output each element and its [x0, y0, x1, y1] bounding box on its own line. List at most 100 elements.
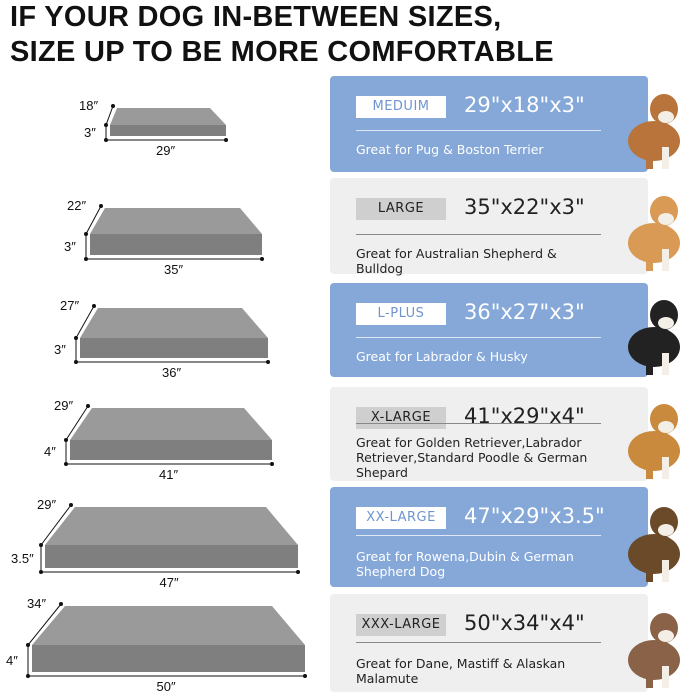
- size-panel-large: LARGE 35"x22"x3" Great for Australian Sh…: [330, 178, 648, 276]
- size-badge: LARGE: [356, 198, 446, 220]
- depth-label: 29″: [37, 497, 57, 512]
- size-description: Great for Pug & Boston Terrier: [356, 142, 544, 157]
- pit-bull-dog-image: [628, 613, 680, 688]
- depth-label: 22″: [67, 198, 87, 213]
- depth-label: 27″: [60, 298, 80, 313]
- size-dimensions: 50"x34"x4": [464, 611, 585, 635]
- dimension-dot: [224, 138, 228, 142]
- size-dimensions: 47"x29"x3.5": [464, 504, 605, 528]
- dimension-dot: [84, 232, 88, 236]
- dimension-dot: [26, 674, 30, 678]
- dimension-dot: [303, 674, 307, 678]
- size-badge: XXX-LARGE: [356, 614, 446, 636]
- size-panel-xx-large: XX-LARGE 47"x29"x3.5" Great for Rowena,D…: [330, 487, 648, 587]
- divider: [356, 234, 601, 235]
- dimension-dot: [64, 438, 68, 442]
- bed-side: [80, 338, 268, 358]
- height-label: 4″: [44, 444, 56, 459]
- size-description: Great for Labrador & Husky: [356, 349, 528, 364]
- width-label: 35″: [164, 262, 184, 277]
- depth-line: [65, 405, 89, 441]
- dimension-dot: [64, 462, 68, 466]
- bed-top: [80, 308, 268, 338]
- bed-illustrations: [26, 104, 307, 678]
- depth-label: 29″: [54, 398, 74, 413]
- bed-side: [32, 645, 305, 672]
- dimension-dot: [111, 104, 115, 108]
- headline-line-1: IF YOUR DOG IN-BETWEEN SIZES,: [10, 1, 502, 33]
- width-label: 50″: [156, 679, 176, 694]
- bed-top: [70, 408, 272, 440]
- dimension-dot: [104, 123, 108, 127]
- width-label: 41″: [159, 467, 179, 482]
- width-label: 36″: [162, 365, 182, 380]
- shiba-inu-dog-image: [628, 196, 680, 271]
- dimension-dot: [84, 257, 88, 261]
- size-description: Great for Australian Shepherd & Bulldog: [356, 246, 557, 276]
- size-dimensions: 41"x29"x4": [464, 404, 585, 428]
- bed-side: [70, 440, 272, 460]
- depth-line: [27, 603, 62, 646]
- bed-top: [90, 208, 262, 234]
- border-collie-dog-image: [628, 300, 680, 375]
- bed-side: [45, 545, 298, 568]
- dimension-dot: [260, 257, 264, 261]
- size-panel-x-large: X-LARGE 41"x29"x4" Great for Golden Retr…: [330, 387, 648, 481]
- divider: [356, 535, 601, 536]
- dimension-dot: [86, 404, 90, 408]
- size-description: Great for Rowena,Dubin & German Shepherd…: [356, 549, 574, 579]
- size-dimensions: 29"x18"x3": [464, 93, 585, 117]
- dimension-dot: [270, 462, 274, 466]
- depth-line: [85, 205, 102, 235]
- golden-retriever-dog-image: [628, 404, 680, 479]
- height-label: 3″: [54, 342, 66, 357]
- dimension-dot: [26, 643, 30, 647]
- bed-top: [110, 108, 226, 125]
- bed-top: [45, 507, 298, 545]
- dimension-dot: [104, 138, 108, 142]
- depth-label: 18″: [79, 98, 99, 113]
- headline-line-2: SIZE UP TO BE MORE COMFORTABLE: [10, 36, 554, 68]
- size-badge: X-LARGE: [356, 407, 446, 429]
- width-label: 47″: [159, 575, 179, 590]
- width-label: 29″: [156, 143, 176, 158]
- dimension-dot: [39, 543, 43, 547]
- size-panel-meduim: MEDUIM 29"x18"x3" Great for Pug & Boston…: [330, 76, 648, 172]
- size-description: Great for Dane, Mastiff & Alaskan Malamu…: [356, 656, 566, 686]
- size-badge: L-PLUS: [356, 303, 446, 325]
- height-label: 3″: [64, 238, 76, 254]
- depth-label: 34″: [27, 596, 47, 611]
- bed-top: [32, 606, 305, 645]
- bed-side: [90, 234, 262, 255]
- height-label: 3″: [84, 124, 96, 140]
- bed-side: [110, 125, 226, 136]
- size-panel-xxx-large: XXX-LARGE 50"x34"x4" Great for Dane, Mas…: [330, 594, 648, 692]
- dimension-dot: [39, 570, 43, 574]
- size-description: Great for Golden Retriever,Labrador Retr…: [356, 435, 588, 480]
- dimension-dot: [74, 336, 78, 340]
- dimension-dot: [296, 570, 300, 574]
- height-label: 3.5″: [11, 550, 34, 566]
- german-shepherd-dog-image: [628, 507, 680, 582]
- dimension-dot: [92, 304, 96, 308]
- dimension-dot: [69, 503, 73, 507]
- size-badge: MEDUIM: [356, 96, 446, 118]
- headline: IF YOUR DOG IN-BETWEEN SIZES, SIZE UP TO…: [10, 0, 554, 70]
- bulldog-dog-image: [628, 94, 680, 169]
- size-dimensions: 36"x27"x3": [464, 300, 585, 324]
- dimension-dot: [74, 360, 78, 364]
- size-badge: XX-LARGE: [356, 507, 446, 529]
- divider: [356, 130, 601, 131]
- dimension-dot: [266, 360, 270, 364]
- height-label: 4″: [6, 652, 18, 668]
- divider: [356, 337, 601, 338]
- depth-line: [105, 105, 114, 126]
- divider: [356, 423, 601, 424]
- size-dimensions: 35"x22"x3": [464, 195, 585, 219]
- divider: [356, 642, 601, 643]
- dimension-dot: [99, 204, 103, 208]
- size-panel-l-plus: L-PLUS 36"x27"x3" Great for Labrador & H…: [330, 283, 648, 377]
- depth-line: [75, 305, 95, 339]
- dimension-dot: [59, 602, 63, 606]
- depth-line: [40, 504, 72, 546]
